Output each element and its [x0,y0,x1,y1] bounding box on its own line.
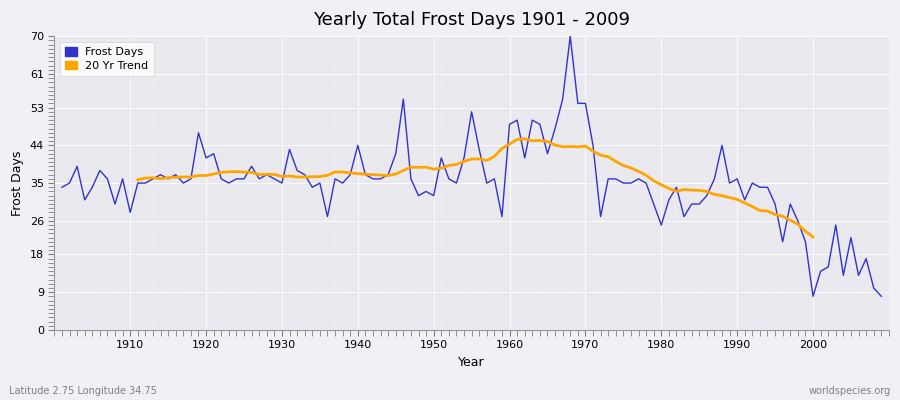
Text: worldspecies.org: worldspecies.org [809,386,891,396]
Legend: Frost Days, 20 Yr Trend: Frost Days, 20 Yr Trend [60,42,154,76]
Y-axis label: Frost Days: Frost Days [11,150,24,216]
Title: Yearly Total Frost Days 1901 - 2009: Yearly Total Frost Days 1901 - 2009 [313,11,630,29]
X-axis label: Year: Year [458,356,485,369]
Text: Latitude 2.75 Longitude 34.75: Latitude 2.75 Longitude 34.75 [9,386,157,396]
